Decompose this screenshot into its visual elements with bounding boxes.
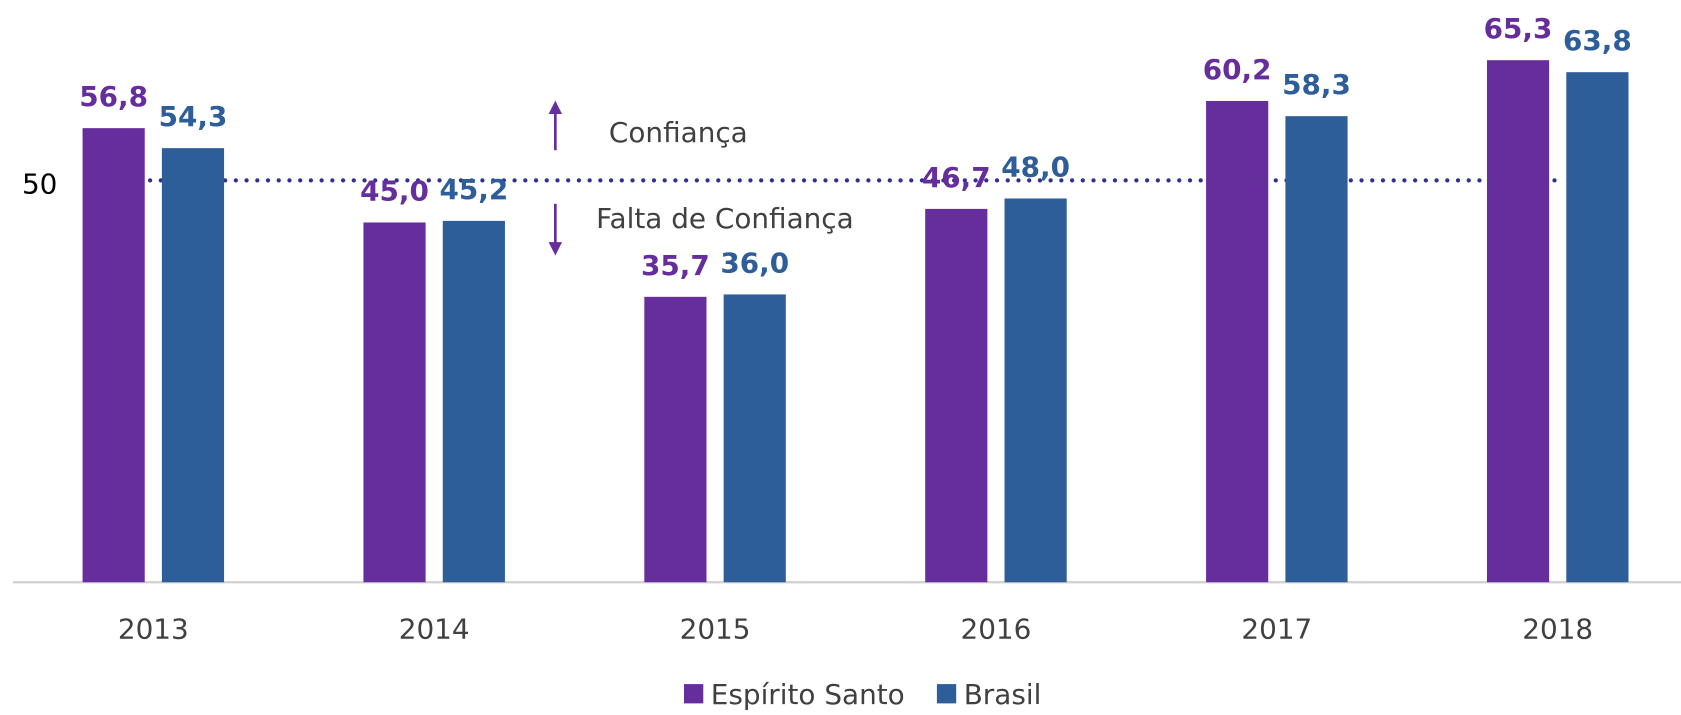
- x-tick-label: 2017: [1241, 612, 1312, 645]
- bar: [1486, 60, 1550, 583]
- x-tick-label: 2013: [118, 612, 189, 645]
- value-label: 65,3: [1484, 12, 1553, 45]
- value-label: 63,8: [1563, 24, 1632, 57]
- value-label: 60,2: [1203, 53, 1272, 86]
- value-label: 56,8: [79, 80, 148, 113]
- bar: [82, 128, 145, 583]
- bar: [1206, 100, 1269, 583]
- bar: [1004, 198, 1067, 583]
- x-tick-label: 2014: [399, 612, 470, 645]
- annotation: Confiança: [609, 116, 748, 149]
- value-label: 48,0: [1001, 150, 1070, 183]
- x-tick-label: 2016: [960, 612, 1031, 645]
- value-label: 58,3: [1282, 68, 1351, 101]
- legend-label: Brasil: [964, 678, 1042, 711]
- value-label: 36,0: [720, 246, 789, 279]
- bar: [723, 294, 786, 583]
- annotation: Falta de Confiança: [596, 202, 854, 235]
- x-tick-label: 2018: [1522, 612, 1593, 645]
- value-label: 35,7: [641, 249, 710, 282]
- value-label: 46,7: [922, 161, 991, 194]
- value-label: 45,0: [360, 174, 429, 207]
- bar: [161, 148, 225, 583]
- legend-swatch: [683, 684, 704, 704]
- y-tick-label: 50: [22, 168, 57, 201]
- legend-label: Espírito Santo: [711, 678, 905, 711]
- bar: [1285, 116, 1348, 583]
- value-label: 45,2: [439, 173, 508, 206]
- value-label: 54,3: [159, 100, 228, 133]
- bar: [644, 296, 707, 583]
- bar: [442, 220, 505, 583]
- bar: [363, 222, 426, 583]
- bar: [925, 208, 988, 583]
- legend-swatch: [936, 684, 957, 704]
- bar: [1566, 72, 1629, 583]
- x-tick-label: 2015: [680, 612, 751, 645]
